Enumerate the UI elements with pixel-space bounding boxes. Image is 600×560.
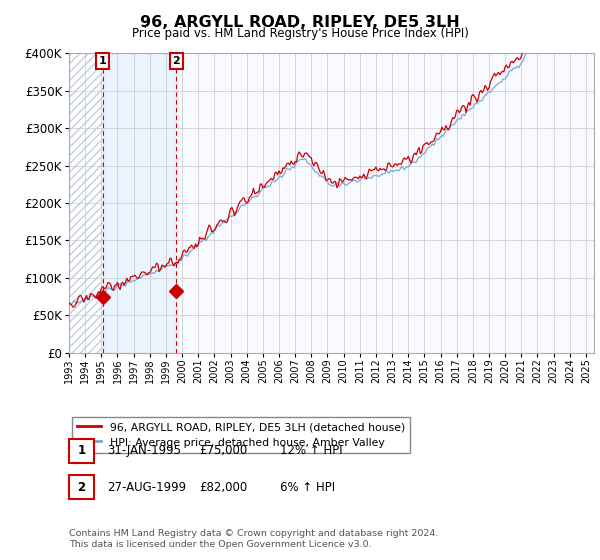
Bar (69, 53, 103, 353)
Bar (103, 53, 176, 353)
Text: Contains HM Land Registry data © Crown copyright and database right 2024.
This d: Contains HM Land Registry data © Crown c… (69, 529, 439, 549)
Text: 12% ↑ HPI: 12% ↑ HPI (280, 444, 343, 458)
Text: £75,000: £75,000 (199, 444, 247, 458)
Text: £82,000: £82,000 (199, 480, 247, 494)
Text: 6% ↑ HPI: 6% ↑ HPI (280, 480, 335, 494)
Text: 1: 1 (99, 56, 106, 66)
Text: 27-AUG-1999: 27-AUG-1999 (107, 480, 187, 494)
Text: 31-JAN-1995: 31-JAN-1995 (107, 444, 181, 458)
Text: 2: 2 (77, 480, 86, 494)
Text: 96, ARGYLL ROAD, RIPLEY, DE5 3LH: 96, ARGYLL ROAD, RIPLEY, DE5 3LH (140, 15, 460, 30)
Bar (176, 53, 594, 353)
Text: Price paid vs. HM Land Registry's House Price Index (HPI): Price paid vs. HM Land Registry's House … (131, 27, 469, 40)
Text: 1: 1 (77, 444, 86, 458)
Legend: 96, ARGYLL ROAD, RIPLEY, DE5 3LH (detached house), HPI: Average price, detached : 96, ARGYLL ROAD, RIPLEY, DE5 3LH (detach… (72, 417, 410, 453)
Text: 2: 2 (173, 56, 180, 66)
